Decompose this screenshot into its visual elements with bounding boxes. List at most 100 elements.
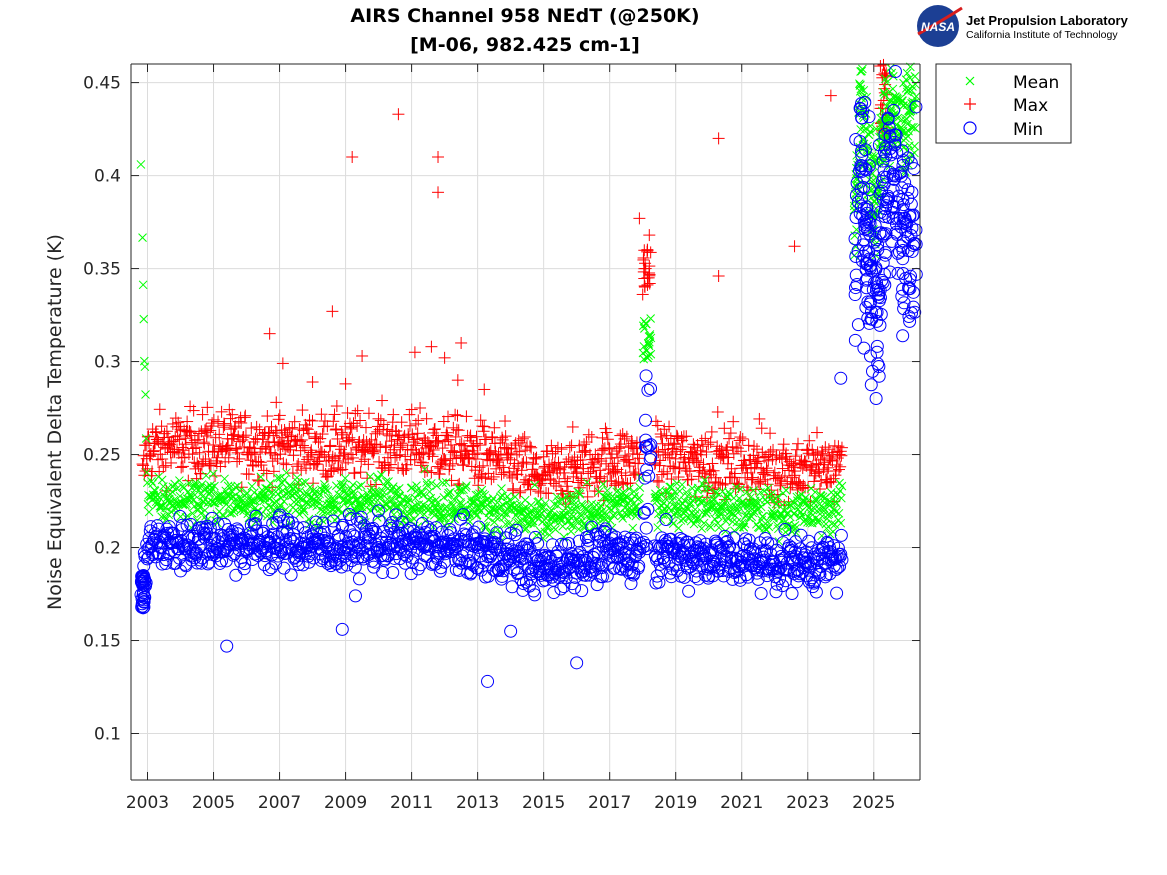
max-point	[833, 448, 846, 461]
max-point	[674, 443, 687, 456]
max-point	[201, 426, 214, 439]
max-point	[411, 427, 424, 440]
max-point	[420, 412, 433, 425]
max-point	[324, 439, 337, 452]
max-point	[655, 430, 668, 443]
mean-point	[410, 506, 420, 516]
max-point	[800, 444, 813, 457]
max-point	[395, 437, 408, 450]
max-point	[449, 408, 462, 421]
max-point	[790, 443, 803, 456]
max-point	[264, 447, 277, 460]
max-outlier	[712, 132, 725, 145]
max-point	[205, 420, 218, 433]
max-point	[147, 444, 160, 457]
max-point	[481, 453, 494, 466]
mean-point	[175, 476, 184, 485]
max-point	[488, 421, 501, 434]
max-point	[304, 446, 317, 459]
max-point	[760, 462, 773, 475]
max-point	[382, 464, 395, 477]
mean-point	[431, 495, 441, 505]
mean-point	[497, 484, 506, 493]
max-point	[207, 438, 220, 451]
max-point	[328, 408, 341, 421]
max-point	[191, 433, 204, 446]
mean-point	[141, 434, 151, 443]
max-point	[522, 478, 535, 491]
max-point	[360, 435, 373, 448]
max-point	[573, 439, 586, 452]
max-point	[242, 468, 255, 481]
max-point	[581, 490, 594, 503]
max-point	[637, 251, 650, 264]
max-point	[777, 444, 790, 457]
max-point	[797, 458, 810, 471]
max-point	[179, 438, 192, 451]
mean-point	[388, 495, 398, 504]
max-outlier	[824, 89, 837, 102]
mean-point	[241, 499, 251, 509]
max-outlier	[643, 229, 656, 242]
max-point	[250, 420, 263, 433]
max-point	[406, 428, 419, 441]
max-outlier	[712, 270, 725, 283]
max-point	[201, 401, 214, 414]
max-point	[471, 437, 484, 450]
max-point	[777, 438, 790, 451]
max-point	[478, 420, 491, 433]
mean-point	[595, 512, 605, 522]
max-point	[149, 426, 162, 439]
y-tick-label: 0.3	[94, 353, 121, 373]
max-point	[189, 462, 202, 475]
mean-point	[223, 481, 233, 491]
mean-point	[478, 498, 487, 508]
max-point	[665, 473, 678, 486]
mean-point	[551, 525, 560, 534]
max-point	[422, 439, 435, 452]
max-outlier	[339, 377, 352, 390]
x-tick-label: 2009	[324, 793, 367, 813]
max-point	[622, 453, 635, 466]
max-point	[603, 441, 616, 454]
max-point	[734, 445, 747, 458]
max-point	[345, 448, 358, 461]
mean-point	[353, 482, 363, 492]
max-outlier	[432, 186, 445, 199]
mean-point	[438, 513, 448, 522]
mean-point	[295, 486, 305, 496]
max-point	[179, 432, 192, 445]
max-point	[746, 473, 759, 486]
mean-point	[565, 512, 575, 521]
max-point	[582, 467, 595, 480]
max-point	[215, 405, 228, 418]
max-point	[798, 455, 811, 468]
mean-point	[275, 473, 285, 483]
max-outlier	[276, 357, 289, 370]
max-point	[493, 454, 506, 467]
max-point	[592, 452, 605, 465]
max-point	[387, 408, 400, 421]
max-point	[524, 483, 537, 496]
mean-point	[521, 502, 531, 512]
mean-point	[172, 484, 182, 493]
max-point	[455, 437, 468, 450]
max-point	[325, 465, 338, 478]
max-point	[600, 426, 613, 439]
mean-point	[160, 487, 170, 497]
max-point	[362, 407, 375, 420]
max-point	[169, 412, 182, 425]
max-point	[354, 466, 367, 479]
max-point	[296, 404, 309, 417]
max-outlier	[451, 374, 464, 387]
chart-subtitle: [M-06, 982.425 cm-1]	[410, 34, 640, 56]
mean-point	[340, 473, 350, 483]
max-outlier	[425, 340, 438, 353]
mean-point	[230, 482, 240, 492]
max-point	[876, 68, 889, 81]
max-point	[748, 440, 761, 453]
max-point	[724, 427, 737, 440]
mean-point	[598, 479, 608, 489]
max-point	[279, 443, 292, 456]
max-point	[305, 448, 318, 461]
